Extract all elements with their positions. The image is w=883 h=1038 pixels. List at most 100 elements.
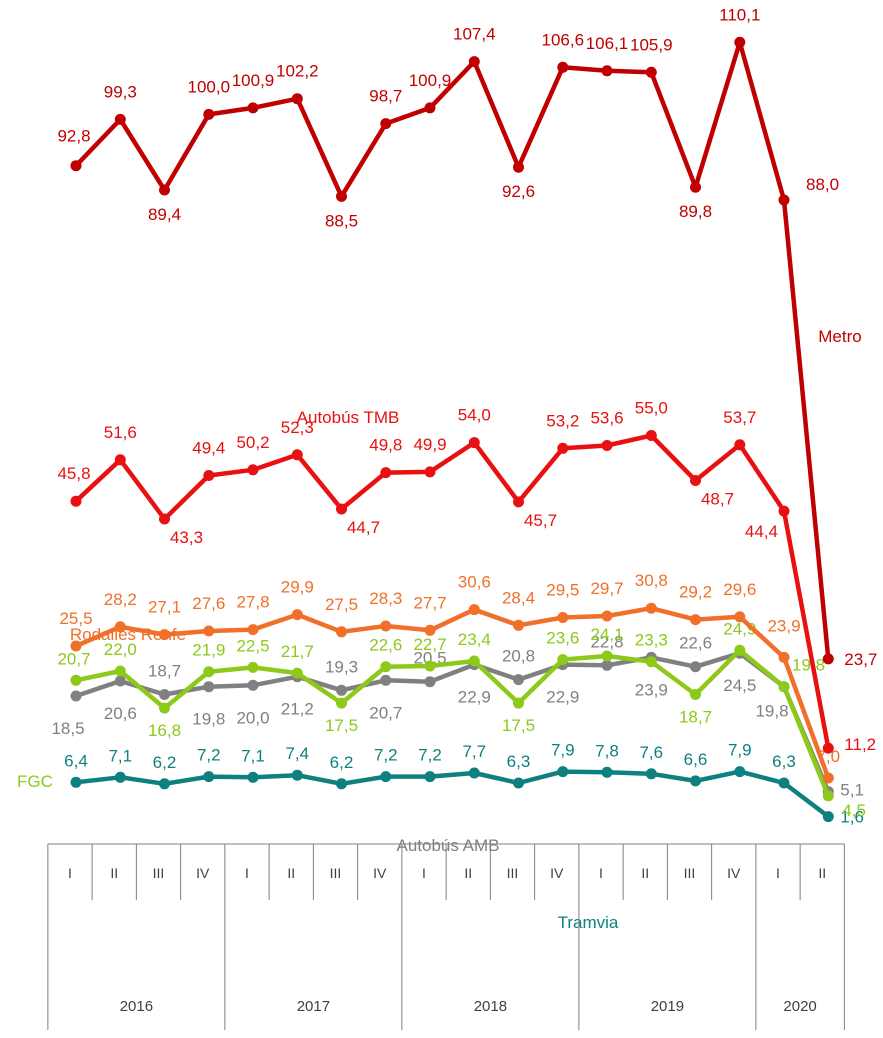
data-point xyxy=(247,679,259,691)
data-label: 27,7 xyxy=(413,593,446,612)
quarter-tick-label: I xyxy=(776,865,780,881)
data-point xyxy=(114,621,126,633)
data-point xyxy=(336,190,347,202)
data-label: 7,2 xyxy=(418,746,442,765)
data-label: 106,6 xyxy=(542,30,585,49)
quarter-tick-label: I xyxy=(245,865,249,881)
series-name-label: Autobús TMB xyxy=(297,408,400,427)
series-1: 45,8 51,6 43,3 49,4 50,2 52,3 44,7 49,8 49,9 54,0… xyxy=(57,399,876,755)
data-label: 23,7 xyxy=(844,650,877,669)
data-point xyxy=(557,442,569,454)
data-label: 20,7 xyxy=(369,703,402,722)
data-label: 55,0 xyxy=(635,399,668,418)
data-label: 4,5 xyxy=(842,801,866,820)
data-point xyxy=(468,655,480,667)
data-label: 49,8 xyxy=(369,436,402,455)
data-point xyxy=(601,610,613,622)
series-4: 18,520,618,719,8 20,0 21,219,320,720,522,9… xyxy=(51,632,863,855)
data-point xyxy=(645,656,657,668)
year-tick-label: 2018 xyxy=(474,998,507,1015)
data-label: 88,5 xyxy=(325,211,358,230)
data-point xyxy=(734,766,746,778)
data-point xyxy=(424,676,436,688)
quarter-tick-label: I xyxy=(422,865,426,881)
data-label: 102,2 xyxy=(276,62,319,81)
data-point xyxy=(734,644,746,656)
data-point xyxy=(203,681,215,693)
data-label: 53,2 xyxy=(546,411,579,430)
data-label: 28,2 xyxy=(104,590,137,609)
data-point xyxy=(601,659,613,671)
data-label: 18,5 xyxy=(51,719,84,738)
series-name-label: Tramvia xyxy=(558,913,619,932)
data-label: 29,7 xyxy=(590,579,623,598)
data-point xyxy=(247,624,259,636)
series-5: 6,4 7,1 6,2 7,2 7,1 7,4 6,2 7,2 7,2 7,7 6,3 7,9 7,8 7… xyxy=(64,741,864,932)
data-label: 23,3 xyxy=(635,631,668,650)
data-label: 11,2 xyxy=(844,735,876,754)
data-point xyxy=(336,778,347,790)
data-point xyxy=(424,660,436,672)
data-point xyxy=(203,666,215,678)
data-label: 100,9 xyxy=(409,71,452,90)
data-label: 92,8 xyxy=(57,127,90,146)
data-point xyxy=(734,611,746,623)
quarter-tick-label: III xyxy=(507,865,519,881)
data-label: 19,8 xyxy=(792,656,825,675)
data-point xyxy=(557,61,569,73)
data-label: 44,4 xyxy=(745,522,778,541)
data-point xyxy=(557,766,569,778)
data-label: 21,9 xyxy=(192,641,225,660)
quarter-tick-label: II xyxy=(464,865,472,881)
data-point xyxy=(159,702,170,714)
data-point xyxy=(247,661,259,673)
data-point xyxy=(645,768,657,780)
data-label: 6,2 xyxy=(330,753,354,772)
data-label: 7,2 xyxy=(374,746,398,765)
year-tick-label: 2019 xyxy=(651,998,684,1015)
data-label: 51,6 xyxy=(104,423,137,442)
data-label: 52,3 xyxy=(281,418,314,437)
data-label: 23,9 xyxy=(635,680,668,699)
data-point xyxy=(291,93,303,105)
data-label: 50,2 xyxy=(236,433,269,452)
data-label: 7,9 xyxy=(551,741,575,760)
quarter-tick-label: III xyxy=(684,865,696,881)
quarter-tick-label: II xyxy=(641,865,649,881)
data-label: 100,9 xyxy=(232,71,275,90)
data-label: 22,9 xyxy=(546,688,579,707)
data-label: 88,0 xyxy=(806,175,839,194)
series-line xyxy=(73,648,831,799)
quarter-tick-label: III xyxy=(153,865,165,881)
data-label: 20,0 xyxy=(236,708,269,727)
data-label: 24,5 xyxy=(723,676,756,695)
data-label: 27,1 xyxy=(148,598,181,617)
data-label: 5,1 xyxy=(840,781,864,800)
data-point xyxy=(778,681,790,693)
data-label: 44,7 xyxy=(347,518,380,537)
data-point xyxy=(291,667,303,679)
data-point xyxy=(380,467,392,479)
data-label: 98,7 xyxy=(369,87,402,106)
data-label: 99,3 xyxy=(104,82,137,101)
data-point xyxy=(468,56,480,68)
data-point xyxy=(778,194,790,206)
data-label: 6,6 xyxy=(684,750,708,769)
data-label: 92,6 xyxy=(502,182,535,201)
data-point xyxy=(203,625,215,637)
data-point xyxy=(247,464,259,476)
data-point xyxy=(114,771,126,783)
data-label: 25,5 xyxy=(59,609,92,628)
data-label: 54,0 xyxy=(458,406,491,425)
data-point xyxy=(778,651,790,663)
data-point xyxy=(70,674,82,686)
data-point xyxy=(601,650,613,662)
data-label: 49,4 xyxy=(192,439,225,458)
data-point xyxy=(380,118,392,130)
data-point xyxy=(203,470,215,481)
data-point xyxy=(645,66,657,78)
data-point xyxy=(203,108,215,120)
data-label: 20,6 xyxy=(104,704,137,723)
data-point xyxy=(601,65,613,77)
